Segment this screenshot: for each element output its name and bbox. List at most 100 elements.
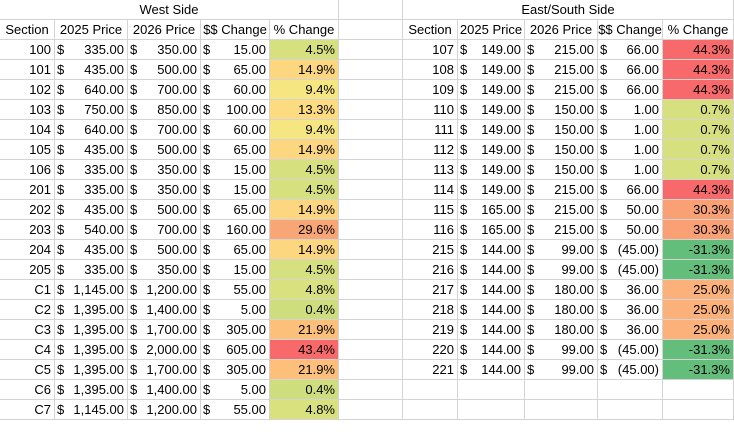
east-section-cell[interactable]: 220	[403, 340, 458, 360]
empty-cell[interactable]	[339, 140, 403, 160]
west-section-cell[interactable]: C3	[0, 320, 55, 340]
east-chg-cell[interactable]: $1.00	[598, 140, 663, 160]
west-pct-cell[interactable]: 4.8%	[270, 400, 339, 420]
west-section-cell[interactable]: 204	[0, 240, 55, 260]
west-section-cell[interactable]: C1	[0, 280, 55, 300]
east-p25-cell[interactable]: $149.00	[458, 180, 525, 200]
west-header-0[interactable]: Section	[0, 20, 55, 40]
east-chg-cell[interactable]: $ (45.00)	[598, 360, 663, 380]
east-chg-cell[interactable]: $1.00	[598, 160, 663, 180]
west-p25-cell[interactable]: $1,145.00	[55, 280, 128, 300]
east-p25-cell[interactable]: $149.00	[458, 100, 525, 120]
east-p26-cell[interactable]: $180.00	[525, 320, 598, 340]
east-pct-cell[interactable]: 0.7%	[663, 120, 734, 140]
west-p26-cell[interactable]: $350.00	[128, 160, 201, 180]
east-p26-cell[interactable]: $215.00	[525, 220, 598, 240]
east-p25-cell[interactable]: $165.00	[458, 220, 525, 240]
west-p26-cell[interactable]: $1,200.00	[128, 280, 201, 300]
east-p25-cell[interactable]: $149.00	[458, 40, 525, 60]
east-pct-cell[interactable]: 44.3%	[663, 40, 734, 60]
west-chg-cell[interactable]: $605.00	[201, 340, 270, 360]
east-p25-cell[interactable]: $144.00	[458, 260, 525, 280]
east-chg-cell[interactable]: $50.00	[598, 200, 663, 220]
west-section-cell[interactable]: 105	[0, 140, 55, 160]
east-p25-cell[interactable]: $165.00	[458, 200, 525, 220]
west-pct-cell[interactable]: 21.9%	[270, 360, 339, 380]
west-p25-cell[interactable]: $435.00	[55, 140, 128, 160]
west-chg-cell[interactable]: $5.00	[201, 380, 270, 400]
east-section-cell[interactable]: 109	[403, 80, 458, 100]
empty-cell[interactable]	[339, 300, 403, 320]
west-p25-cell[interactable]: $335.00	[55, 180, 128, 200]
west-p25-cell[interactable]: $750.00	[55, 100, 128, 120]
east-section-cell[interactable]: 216	[403, 260, 458, 280]
empty-cell[interactable]	[339, 60, 403, 80]
west-chg-cell[interactable]: $65.00	[201, 140, 270, 160]
east-pct-cell[interactable]: 44.3%	[663, 80, 734, 100]
west-pct-cell[interactable]: 43.4%	[270, 340, 339, 360]
west-chg-cell[interactable]: $55.00	[201, 280, 270, 300]
west-section-cell[interactable]: 101	[0, 60, 55, 80]
west-pct-cell[interactable]: 14.9%	[270, 200, 339, 220]
east-p26-cell[interactable]: $99.00	[525, 240, 598, 260]
east-chg-cell[interactable]: $66.00	[598, 180, 663, 200]
east-pct-cell[interactable]: 0.7%	[663, 100, 734, 120]
east-chg-cell[interactable]: $50.00	[598, 220, 663, 240]
east-p26-cell[interactable]: $150.00	[525, 160, 598, 180]
west-pct-cell[interactable]: 0.4%	[270, 300, 339, 320]
west-section-cell[interactable]: 203	[0, 220, 55, 240]
east-section-cell[interactable]	[403, 380, 458, 400]
east-chg-cell[interactable]	[598, 400, 663, 420]
west-chg-cell[interactable]: $65.00	[201, 240, 270, 260]
west-p25-cell[interactable]: $1,395.00	[55, 320, 128, 340]
east-side-title[interactable]: East/South Side	[403, 0, 734, 20]
east-chg-cell[interactable]: $66.00	[598, 60, 663, 80]
west-p25-cell[interactable]: $435.00	[55, 60, 128, 80]
west-section-cell[interactable]: C6	[0, 380, 55, 400]
west-chg-cell[interactable]: $60.00	[201, 120, 270, 140]
west-chg-cell[interactable]: $65.00	[201, 200, 270, 220]
east-section-cell[interactable]: 219	[403, 320, 458, 340]
west-p26-cell[interactable]: $700.00	[128, 220, 201, 240]
east-section-cell[interactable]: 107	[403, 40, 458, 60]
west-p25-cell[interactable]: $640.00	[55, 120, 128, 140]
west-p26-cell[interactable]: $700.00	[128, 120, 201, 140]
east-section-cell[interactable]: 110	[403, 100, 458, 120]
east-p26-cell[interactable]: $215.00	[525, 80, 598, 100]
west-section-cell[interactable]: C5	[0, 360, 55, 380]
east-header-1[interactable]: 2025 Price	[458, 20, 525, 40]
west-pct-cell[interactable]: 4.8%	[270, 280, 339, 300]
west-chg-cell[interactable]: $15.00	[201, 40, 270, 60]
west-p25-cell[interactable]: $435.00	[55, 200, 128, 220]
west-header-3[interactable]: $$ Change	[201, 20, 270, 40]
west-p26-cell[interactable]: $350.00	[128, 260, 201, 280]
east-p26-cell[interactable]: $215.00	[525, 180, 598, 200]
west-header-1[interactable]: 2025 Price	[55, 20, 128, 40]
east-p26-cell[interactable]: $99.00	[525, 340, 598, 360]
east-chg-cell[interactable]: $ (45.00)	[598, 240, 663, 260]
east-pct-cell[interactable]: 0.7%	[663, 160, 734, 180]
east-chg-cell[interactable]	[598, 380, 663, 400]
west-chg-cell[interactable]: $60.00	[201, 80, 270, 100]
west-p25-cell[interactable]: $335.00	[55, 40, 128, 60]
empty-cell[interactable]	[339, 380, 403, 400]
east-section-cell[interactable]: 108	[403, 60, 458, 80]
west-p26-cell[interactable]: $700.00	[128, 80, 201, 100]
west-chg-cell[interactable]: $55.00	[201, 400, 270, 420]
east-pct-cell[interactable]: 25.0%	[663, 300, 734, 320]
east-chg-cell[interactable]: $36.00	[598, 300, 663, 320]
east-pct-cell[interactable]	[663, 400, 734, 420]
west-p26-cell[interactable]: $500.00	[128, 60, 201, 80]
west-chg-cell[interactable]: $15.00	[201, 260, 270, 280]
east-pct-cell[interactable]: -31.3%	[663, 240, 734, 260]
west-p25-cell[interactable]: $540.00	[55, 220, 128, 240]
empty-cell[interactable]	[339, 280, 403, 300]
west-section-cell[interactable]: 202	[0, 200, 55, 220]
west-section-cell[interactable]: C4	[0, 340, 55, 360]
east-section-cell[interactable]: 116	[403, 220, 458, 240]
west-p25-cell[interactable]: $640.00	[55, 80, 128, 100]
west-chg-cell[interactable]: $15.00	[201, 180, 270, 200]
east-pct-cell[interactable]: 30.3%	[663, 200, 734, 220]
east-section-cell[interactable]: 217	[403, 280, 458, 300]
